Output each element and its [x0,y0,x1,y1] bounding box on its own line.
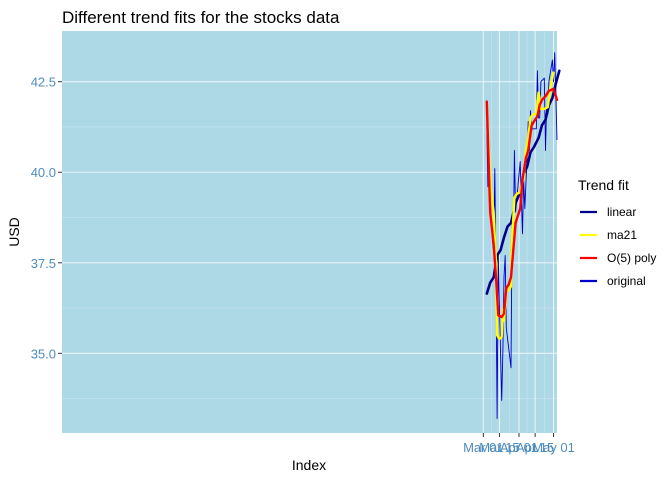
y-tick-label: 40.0 [31,165,56,180]
chart-title: Different trend fits for the stocks data [62,8,340,27]
y-tick-label: 42.5 [31,75,56,90]
x-tick-label: Apr 15 [516,440,554,455]
plot-panel-background [62,31,557,433]
y-tick-label: 37.5 [31,256,56,271]
x-tick-label: Mar 15 [479,440,519,455]
x-axis-title: Index [292,457,326,473]
x-tick-label: Mar 01 [463,440,503,455]
legend-label-linear: linear [607,205,636,219]
y-axis-title: USD [6,217,22,247]
legend-title: Trend fit [578,177,629,193]
series-line-o-5-poly [485,87,559,319]
plot-area [62,31,561,433]
x-tick-label: May 01 [532,440,575,455]
y-tick-label: 35.0 [31,346,56,361]
legend: Trend fit linear ma21 O(5) poly original [578,177,656,288]
legend-label-ma21: ma21 [607,228,637,242]
legend-label-o-5-poly: O(5) poly [607,251,656,265]
series-line-ma21 [485,71,555,340]
legend-label-original: original [607,274,646,288]
x-tick-label: Apr 01 [500,440,538,455]
series-line-original [486,52,558,419]
